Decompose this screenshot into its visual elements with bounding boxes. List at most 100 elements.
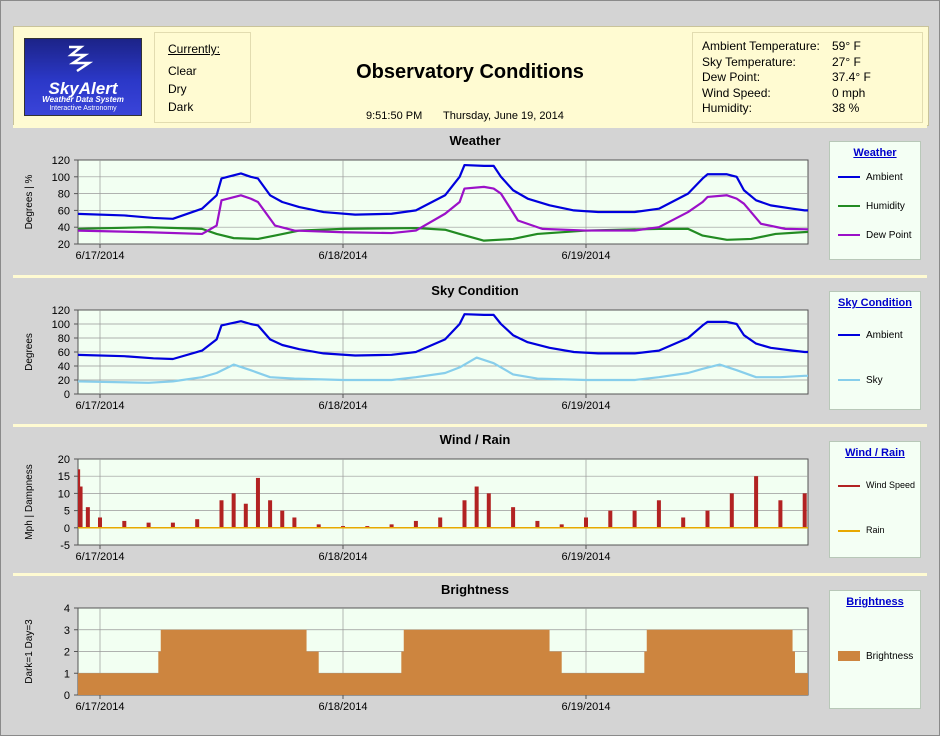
wind-bar — [255, 477, 260, 528]
wind-bar — [754, 476, 759, 528]
x-tick-label: 6/17/2014 — [76, 551, 125, 563]
reading-value: 37.4° F — [832, 70, 871, 84]
y-axis-label: Degrees — [24, 333, 35, 371]
chart-title: Sky Condition — [431, 283, 518, 298]
y-tick-label: 10 — [58, 488, 70, 500]
wind-bar — [681, 517, 686, 528]
x-tick-label: 6/17/2014 — [76, 250, 125, 262]
y-tick-label: 1 — [64, 668, 70, 680]
reading-label: Humidity: — [702, 101, 753, 115]
reading-value: 38 % — [832, 101, 860, 115]
wind-bar — [559, 524, 564, 528]
y-tick-label: 0 — [64, 389, 70, 401]
y-tick-label: 20 — [58, 454, 70, 466]
x-tick-label: 6/17/2014 — [76, 701, 125, 713]
wind-bar — [231, 493, 236, 528]
wind-bar — [827, 514, 831, 528]
x-tick-label: 6/18/2014 — [319, 551, 368, 563]
y-tick-label: 100 — [52, 319, 70, 331]
legend-title: Sky Condition — [838, 297, 912, 309]
x-tick-label: 6/19/2014 — [562, 551, 611, 563]
currently-title: Currently: — [168, 42, 221, 56]
wind-bar — [316, 524, 321, 528]
wind-bar — [341, 526, 345, 528]
wind-bar — [474, 486, 479, 528]
wind-bar — [511, 507, 516, 528]
wind-bar — [122, 520, 127, 528]
y-tick-label: 80 — [58, 189, 70, 201]
logo-brand: SkyAlert — [48, 79, 118, 98]
series-group — [78, 629, 808, 695]
wind-bar — [292, 517, 297, 528]
wind-bar — [778, 500, 783, 528]
y-tick-label: 15 — [58, 471, 70, 483]
y-tick-label: 80 — [58, 333, 70, 345]
x-tick-label: 6/18/2014 — [319, 701, 368, 713]
wind-bar — [195, 519, 200, 528]
legend-label: Sky — [866, 375, 883, 386]
legend-swatch — [838, 484, 860, 487]
chart-1: Sky Condition 0 20 40 60 80 100 120 6/17/2014 6/1… — [24, 283, 809, 412]
legend-swatch — [838, 529, 860, 532]
series-group — [78, 313, 808, 384]
wind-bar — [170, 522, 175, 528]
wind-bar — [656, 500, 661, 528]
y-tick-label: 20 — [58, 375, 70, 387]
y-tick-label: 2 — [64, 647, 70, 659]
series-line-humidity — [78, 226, 808, 242]
currently-moisture: Dry — [168, 82, 187, 96]
x-tick-label: 6/18/2014 — [319, 250, 368, 262]
wind-bar — [219, 500, 224, 528]
y-tick-label: -5 — [60, 540, 70, 552]
legend-swatch — [838, 205, 860, 208]
y-tick-label: 20 — [58, 239, 70, 251]
wind-bar — [729, 493, 734, 528]
y-tick-label: 120 — [52, 155, 70, 167]
y-tick-label: 40 — [58, 222, 70, 234]
plot-area — [77, 458, 809, 546]
x-tick-label: 6/17/2014 — [76, 400, 125, 412]
series-line-ambient — [78, 163, 808, 220]
y-axis-label: Mph | Dampness — [24, 464, 35, 539]
wind-bar — [438, 517, 443, 528]
wind-bar — [462, 500, 467, 528]
page-title: Observatory Conditions — [356, 61, 584, 83]
y-tick-label: 0 — [64, 523, 70, 535]
wind-bar — [243, 503, 248, 528]
legend-swatch — [838, 176, 860, 179]
series-line-ambient — [78, 313, 808, 361]
current-date: Thursday, June 19, 2014 — [443, 110, 564, 122]
wind-bar — [98, 517, 102, 528]
chart-title: Wind / Rain — [440, 432, 511, 447]
wind-bar — [268, 500, 273, 528]
wind-bar — [535, 520, 540, 528]
y-tick-label: 40 — [58, 361, 70, 373]
wind-legend: Wind / Rain Wind Speed Rain — [829, 441, 921, 558]
chart-3: Brightness 0 1 2 3 4 6/17/2014 6/18/2014 6/19/20… — [24, 582, 809, 713]
readings-box — [692, 32, 923, 123]
legend-label: Rain — [866, 525, 885, 535]
legend-swatch — [838, 234, 860, 237]
y-tick-label: 0 — [64, 690, 70, 702]
y-tick-label: 5 — [64, 506, 70, 518]
wind-bar — [486, 493, 491, 528]
legend-swatch — [838, 379, 860, 382]
series-group — [78, 469, 831, 529]
x-tick-label: 6/18/2014 — [319, 400, 368, 412]
plot-area — [77, 159, 809, 245]
currently-box — [154, 32, 251, 123]
currently-sky: Clear — [168, 64, 197, 78]
logo-subtitle: Weather Data System — [42, 95, 124, 104]
reading-value: 59° F — [832, 39, 861, 53]
weather-legend: Weather Ambient Humidity Dew Point — [829, 141, 921, 260]
current-time: 9:51:50 PM — [366, 110, 423, 122]
wind-bar — [78, 486, 83, 528]
wind-bar — [705, 510, 710, 528]
wind-bar — [365, 526, 370, 528]
skyalert-logo: SkyAlert Weather Data System Interactive… — [24, 38, 142, 116]
wind-bar — [280, 510, 285, 528]
legend-title: Wind / Rain — [845, 447, 905, 459]
brightness-area — [78, 629, 808, 695]
wind-bar — [413, 520, 418, 528]
legend-swatch — [838, 651, 860, 662]
